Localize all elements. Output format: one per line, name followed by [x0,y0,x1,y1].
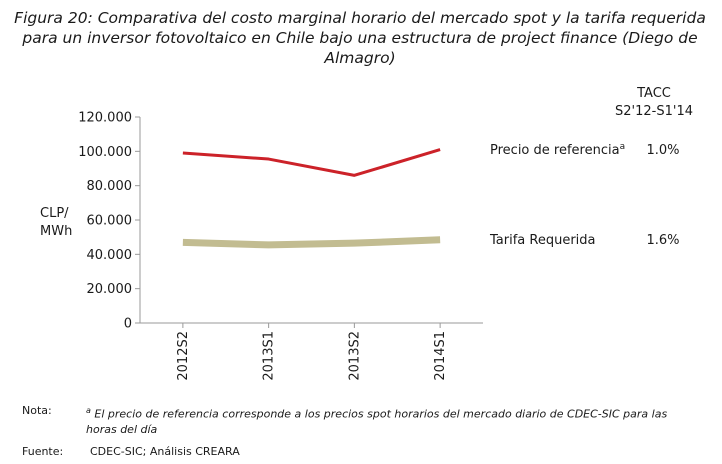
y-axis-title-line: CLP/ [40,206,69,221]
series-label: Tarifa Requerida [489,233,596,248]
y-tick-label: 40.000 [87,248,133,263]
source-label: Fuente: [22,445,64,458]
y-tick-label: 0 [124,317,132,332]
note-label: Nota: [22,404,52,417]
source-text: CDEC-SIC; Análisis CREARA [90,445,240,458]
series-label-superscript: a [620,142,626,152]
series-line [182,236,441,249]
y-tick-label: 80.000 [87,179,133,194]
y-tick-label: 20.000 [87,282,133,297]
title-line-2: para un inversor fotovoltaico en Chile b… [22,29,698,47]
note-text-line-1: El precio de referencia corresponde a lo… [94,407,668,421]
y-axis-title-line: MWh [40,224,72,239]
y-tick-label: 60.000 [87,214,133,229]
series-tacc-value: 1.6% [646,233,679,248]
title-line-3: Almagro) [324,49,396,67]
line-chart: 0 20.000 40.000 60.000 80.000 100.000 120.000 2… [40,86,693,381]
x-tick-label: 2013S1 [262,331,277,381]
x-tick-label: 2013S2 [347,331,362,381]
title-line-1: Figura 20: Comparativa del costo margina… [14,9,706,27]
note-text-line-2: horas del día [86,422,158,436]
x-tick-label: 2012S2 [176,331,191,381]
series-label: Precio de referenciaa [490,142,625,158]
y-tick-label: 100.000 [78,145,132,160]
chart-title: Figura 20: Comparativa del costo margina… [10,8,710,68]
tacc-header-line: S2'12-S1'14 [615,104,693,119]
note-superscript: a [86,406,91,415]
series-line [182,148,441,177]
series-tacc-value: 1.0% [646,143,679,158]
tacc-header-line: TACC [636,86,671,101]
y-tick-label: 120.000 [78,111,132,126]
note-text: a El precio de referencia corresponde a … [86,403,706,437]
x-tick-label: 2014S1 [433,331,448,381]
